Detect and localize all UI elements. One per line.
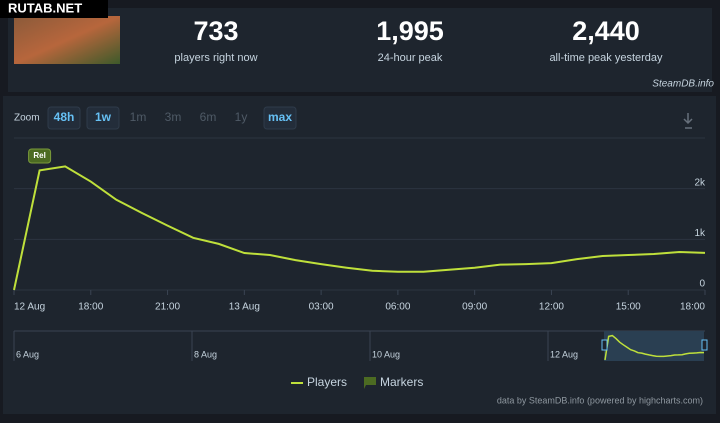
watermark: RUTAB.NET xyxy=(8,0,82,15)
zoom-option[interactable]: 1y xyxy=(235,110,248,124)
stat-value: 1,995 xyxy=(376,16,444,46)
zoom-option[interactable]: max xyxy=(268,110,292,124)
stat-value: 733 xyxy=(193,16,238,46)
legend-marker-icon[interactable] xyxy=(364,377,376,389)
header-panel xyxy=(8,8,712,92)
x-tick-label: 12:00 xyxy=(539,302,564,313)
zoom-option[interactable]: 48h xyxy=(54,110,75,124)
stat-value: 2,440 xyxy=(572,16,640,46)
y-tick-label: 0 xyxy=(699,279,705,290)
credit[interactable]: data by SteamDB.info (powered by highcha… xyxy=(497,395,703,405)
stat-label: 24-hour peak xyxy=(378,52,443,64)
series-line xyxy=(13,165,706,291)
x-tick-label: 13 Aug xyxy=(229,302,260,313)
marker-label: Rel xyxy=(33,151,45,160)
x-tick-label: 18:00 xyxy=(78,302,103,313)
x-tick-label: 15:00 xyxy=(616,302,641,313)
zoom-button[interactable] xyxy=(86,106,120,130)
zoom-button[interactable] xyxy=(263,106,297,130)
navigator-label: 12 Aug xyxy=(550,349,578,359)
y-tick-label: 2k xyxy=(694,177,706,188)
stat-label: players right now xyxy=(174,52,257,64)
x-tick-label: 09:00 xyxy=(462,302,487,313)
x-tick-label: 06:00 xyxy=(385,302,410,313)
zoom-option[interactable]: 1w xyxy=(95,110,112,124)
navigator-label: 10 Aug xyxy=(372,349,400,359)
x-tick-label: 12 Aug xyxy=(14,302,45,313)
zoom-label: Zoom xyxy=(14,113,40,124)
marker-flag xyxy=(28,148,52,164)
navigator-line xyxy=(604,334,705,361)
chart-panel xyxy=(3,96,716,414)
navigator-label: 6 Aug xyxy=(16,349,39,359)
navigator-handle[interactable] xyxy=(701,339,708,351)
source-link[interactable]: SteamDB.info xyxy=(652,79,714,90)
game-thumbnail xyxy=(14,16,120,64)
zoom-option[interactable]: 6m xyxy=(200,110,217,124)
legend-label[interactable]: Players xyxy=(307,375,347,389)
x-tick-label: 18:00 xyxy=(680,302,705,313)
stat-label: all-time peak yesterday xyxy=(549,52,663,64)
navigator-label: 8 Aug xyxy=(194,349,217,359)
zoom-option[interactable]: 1m xyxy=(130,110,147,124)
watermark-box xyxy=(0,0,108,18)
y-tick-label: 1k xyxy=(694,228,706,239)
x-tick-label: 21:00 xyxy=(155,302,180,313)
zoom-button[interactable] xyxy=(47,106,81,130)
navigator-handle[interactable] xyxy=(601,339,608,351)
legend-label[interactable]: Markers xyxy=(380,375,423,389)
download-icon[interactable] xyxy=(683,113,693,129)
zoom-option[interactable]: 3m xyxy=(165,110,182,124)
x-tick-label: 03:00 xyxy=(309,302,334,313)
